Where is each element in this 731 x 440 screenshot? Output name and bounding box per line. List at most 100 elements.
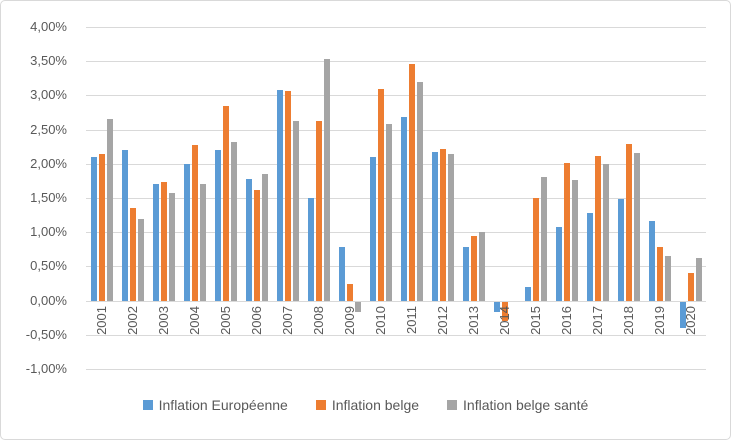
bar-series1-2009 bbox=[339, 247, 345, 301]
x-axis-category-label: 2017 bbox=[590, 305, 605, 335]
bar-series2-2010 bbox=[378, 89, 384, 301]
bar-series1-2013 bbox=[463, 247, 469, 301]
bar-series2-2016 bbox=[564, 163, 570, 301]
y-axis-tick-label: 1,50% bbox=[30, 190, 67, 205]
bar-series2-2009 bbox=[347, 283, 353, 301]
bar-series1-2004 bbox=[184, 163, 190, 301]
bar-series1-2003 bbox=[153, 184, 159, 301]
gridline bbox=[86, 334, 706, 336]
bar-series1-2017 bbox=[587, 213, 593, 301]
gridline bbox=[86, 95, 706, 97]
bar-series1-2002 bbox=[122, 150, 128, 301]
bar-series1-2006 bbox=[246, 178, 252, 301]
bar-series2-2019 bbox=[657, 247, 663, 301]
legend: Inflation Européenne Inflation belge Infla… bbox=[1, 389, 730, 421]
bar-series3-2007 bbox=[293, 120, 299, 301]
y-axis-tick-label: -1,00% bbox=[25, 361, 67, 376]
x-axis-category-label: 2010 bbox=[373, 305, 388, 335]
bar-series3-2020 bbox=[696, 257, 702, 301]
bar-series3-2006 bbox=[262, 174, 268, 301]
bar-series1-2014 bbox=[494, 301, 500, 312]
bar-series1-2005 bbox=[215, 150, 221, 301]
bar-series2-2020 bbox=[688, 273, 694, 301]
bar-series2-2005 bbox=[223, 105, 229, 301]
bar-series3-2009 bbox=[355, 301, 361, 312]
bar-series3-2001 bbox=[107, 119, 113, 301]
bar-series2-2001 bbox=[99, 153, 105, 301]
gridline bbox=[86, 198, 706, 199]
bar-series2-2006 bbox=[254, 189, 260, 301]
bar-series2-2003 bbox=[161, 182, 167, 301]
x-axis-category-label: 2012 bbox=[435, 305, 450, 335]
legend-label: Inflation belge santé bbox=[463, 397, 589, 413]
bar-series3-2017 bbox=[603, 163, 609, 301]
bar-series3-2005 bbox=[231, 141, 237, 301]
y-axis-tick-label: 0,00% bbox=[30, 292, 67, 308]
x-axis-category-label: 2006 bbox=[249, 305, 264, 335]
legend-swatch-icon bbox=[315, 400, 326, 410]
gridline bbox=[86, 129, 706, 131]
x-axis-category-label: 2001 bbox=[94, 305, 109, 335]
legend-label: Inflation belge bbox=[331, 397, 420, 413]
bar-series3-2008 bbox=[324, 58, 330, 301]
x-axis-category-label: 2016 bbox=[559, 305, 574, 335]
bar-series3-2010 bbox=[386, 124, 392, 301]
gridline bbox=[86, 369, 706, 370]
x-axis-category-label: 2007 bbox=[280, 305, 295, 335]
x-axis-category-label: 2013 bbox=[466, 305, 481, 335]
x-axis-category-label: 2018 bbox=[621, 305, 636, 335]
y-axis-tick-label: 2,50% bbox=[30, 121, 67, 137]
legend-swatch-icon bbox=[142, 400, 153, 410]
bar-series2-2012 bbox=[440, 148, 446, 301]
bar-series3-2019 bbox=[665, 256, 671, 301]
bar-series2-2013 bbox=[471, 235, 477, 301]
legend-item-series3: Inflation belge santé bbox=[447, 397, 588, 413]
bar-series3-2011 bbox=[417, 81, 423, 301]
bar-series2-2011 bbox=[409, 63, 415, 301]
y-axis-tick-label: 3,00% bbox=[30, 87, 67, 103]
bar-series1-2012 bbox=[432, 151, 438, 301]
y-axis-tick-label: 3,50% bbox=[30, 53, 67, 69]
x-axis-category-label: 2002 bbox=[125, 305, 140, 335]
bar-series3-2012 bbox=[448, 153, 454, 301]
bar-series1-2010 bbox=[370, 157, 376, 301]
y-axis-tick-label: 0,50% bbox=[30, 258, 67, 274]
bar-series1-2015 bbox=[525, 286, 531, 301]
y-axis-tick-label: 1,00% bbox=[30, 224, 67, 240]
gridline bbox=[86, 266, 706, 268]
y-axis-tick-label: 4,00% bbox=[30, 19, 67, 34]
x-axis-category-label: 2003 bbox=[156, 305, 171, 335]
bar-series3-2016 bbox=[572, 180, 578, 301]
gridline bbox=[86, 232, 706, 234]
gridline bbox=[86, 27, 706, 28]
plot-area: 2001 2002 2003 2004 2005 2006 2007 2008 2009 2010… bbox=[86, 27, 706, 370]
bar-series2-2017 bbox=[595, 156, 601, 301]
bar-series1-2016 bbox=[556, 226, 562, 301]
gridline bbox=[86, 61, 706, 63]
x-axis-category-label: 2020 bbox=[683, 305, 698, 335]
x-axis-line bbox=[86, 300, 706, 302]
legend-item-series1: Inflation Européenne bbox=[142, 397, 288, 413]
x-axis-category-label: 2008 bbox=[311, 305, 326, 335]
legend-swatch-icon bbox=[447, 400, 458, 410]
bar-series2-2014 bbox=[502, 301, 508, 321]
gridline bbox=[86, 163, 706, 165]
x-axis-category-label: 2011 bbox=[404, 305, 419, 334]
legend-item-series2: Inflation belge bbox=[315, 397, 420, 413]
bar-series3-2018 bbox=[634, 152, 640, 301]
bar-series3-2002 bbox=[138, 218, 144, 301]
bar-series1-2007 bbox=[277, 89, 283, 301]
y-axis-tick-label: 2,00% bbox=[30, 155, 67, 171]
x-axis-category-label: 2005 bbox=[218, 305, 233, 335]
x-axis-category-label: 2004 bbox=[187, 305, 202, 335]
y-axis-tick-label: -0,50% bbox=[25, 326, 67, 342]
bar-series3-2004 bbox=[200, 184, 206, 301]
bar-series1-2018 bbox=[618, 199, 624, 301]
bar-series2-2007 bbox=[285, 91, 291, 301]
bar-series1-2001 bbox=[91, 157, 97, 301]
bar-series1-2011 bbox=[401, 117, 407, 301]
bar-series1-2020 bbox=[680, 301, 686, 328]
x-axis-category-label: 2009 bbox=[342, 305, 357, 335]
bar-series3-2003 bbox=[169, 192, 175, 301]
